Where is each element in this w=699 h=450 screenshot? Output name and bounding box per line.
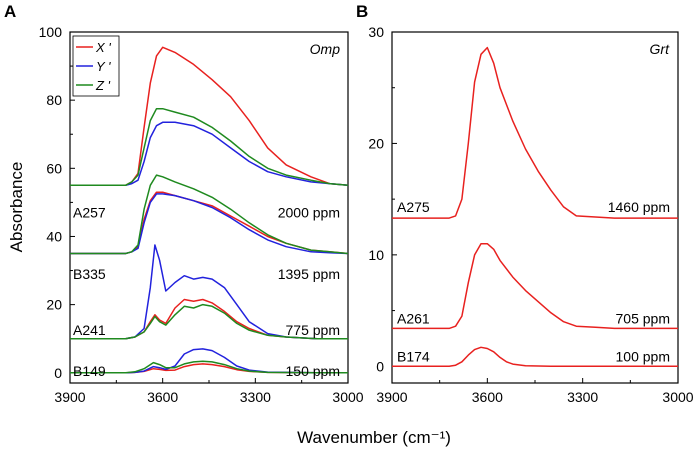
panel-b-xtick-label: 3900 bbox=[376, 389, 407, 405]
panel-a-xtick-label: 3900 bbox=[54, 389, 85, 405]
panel-b-xtick-label: 3300 bbox=[567, 389, 598, 405]
panel-b-ppm-label: 100 ppm bbox=[616, 348, 670, 364]
panel-b-series-b174-2 bbox=[392, 346, 678, 368]
panel-b-sample-label: B174 bbox=[397, 348, 430, 364]
panel-a-series-a241-7 bbox=[70, 244, 348, 340]
panel-a-series-b335-3 bbox=[70, 191, 349, 255]
panel-a-series-a257-1 bbox=[70, 121, 349, 187]
panel-a-ticks: 3900 3600 3300 3000 0 20 40 60 80 100 bbox=[39, 24, 364, 405]
panel-a-xtick-label: 3300 bbox=[240, 389, 271, 405]
panel-b-ytick-label: 20 bbox=[368, 135, 384, 151]
panel-a-series-a241-8 bbox=[70, 303, 348, 340]
panel-b-chart: 3900 3600 3300 3000 0 10 20 30 Grt A275 1460 ppm… bbox=[368, 24, 693, 405]
panel-a-ytick-label: 80 bbox=[46, 92, 62, 108]
panel-b-sample-label: A261 bbox=[397, 310, 430, 326]
panel-a-ytick-label: 60 bbox=[46, 160, 62, 176]
panel-b-ppm-label: 1460 ppm bbox=[608, 199, 670, 215]
panel-b-series-a275-0 bbox=[392, 46, 678, 219]
panel-a-ytick-label: 100 bbox=[39, 24, 63, 40]
panel-b-sample-labels: A275 1460 ppm A261 705 ppm B174 100 ppm bbox=[397, 199, 670, 364]
panel-a-title: Omp bbox=[310, 41, 341, 57]
x-axis-title: Wavenumber (cm⁻¹) bbox=[297, 428, 451, 447]
panel-a-series-a257-0 bbox=[70, 46, 349, 187]
panel-a-ppm-label: 1395 ppm bbox=[278, 266, 340, 282]
panel-b-curves bbox=[392, 46, 678, 368]
panel-b-xtick-label: 3000 bbox=[662, 389, 693, 405]
panel-a-ytick-label: 0 bbox=[54, 365, 62, 381]
panel-a-chart: 3900 3600 3300 3000 0 20 40 60 80 100 Omp Absorba… bbox=[7, 24, 364, 405]
panel-a-ylabel: Absorbance bbox=[7, 162, 26, 253]
panel-a-xtick-label: 3600 bbox=[147, 389, 178, 405]
panel-b-ytick-label: 30 bbox=[368, 24, 384, 40]
panel-a-curves bbox=[70, 46, 349, 374]
panel-a-ytick-label: 40 bbox=[46, 228, 62, 244]
panel-a-ppm-label: 775 ppm bbox=[286, 322, 340, 338]
panel-b-sample-label: A275 bbox=[397, 199, 430, 215]
legend-label-z: Z ' bbox=[95, 78, 111, 93]
panel-b-ppm-label: 705 ppm bbox=[616, 310, 670, 326]
panel-a-sample-label: A241 bbox=[73, 322, 106, 338]
panel-b-ticks: 3900 3600 3300 3000 0 10 20 30 bbox=[368, 24, 693, 405]
panel-a-series-b149-11 bbox=[70, 360, 348, 374]
panel-b-title: Grt bbox=[650, 41, 671, 57]
panel-a-sample-label: B335 bbox=[73, 266, 106, 282]
panel-a-sample-label: A257 bbox=[73, 205, 106, 221]
legend-label-y: Y ' bbox=[96, 59, 111, 74]
panel-b-ytick-label: 10 bbox=[368, 247, 384, 263]
panel-b-ytick-label: 0 bbox=[376, 358, 384, 374]
panel-b-series-a261-1 bbox=[392, 242, 678, 330]
panel-a-ytick-label: 20 bbox=[46, 297, 62, 313]
panel-a-ppm-label: 2000 ppm bbox=[278, 205, 340, 221]
panel-b-letter: B bbox=[356, 2, 368, 21]
legend-label-x: X ' bbox=[95, 40, 111, 55]
panel-a-letter: A bbox=[4, 2, 16, 21]
panel-a-series-b149-10 bbox=[70, 348, 348, 374]
panel-a-sample-label: B149 bbox=[73, 363, 106, 379]
panel-a-sample-labels: A257 2000 ppm B335 1395 ppm A241 775 ppm B149 1… bbox=[73, 205, 340, 379]
panel-b-xtick-label: 3600 bbox=[472, 389, 503, 405]
legend: X ' Y ' Z ' bbox=[72, 35, 120, 97]
panel-a-xtick-label: 3000 bbox=[332, 389, 363, 405]
panel-a-series-a257-2 bbox=[70, 107, 349, 187]
panel-a-series-b335-4 bbox=[70, 193, 349, 255]
panel-a-series-b335-5 bbox=[70, 174, 349, 255]
panel-a-ppm-label: 150 ppm bbox=[286, 363, 340, 379]
